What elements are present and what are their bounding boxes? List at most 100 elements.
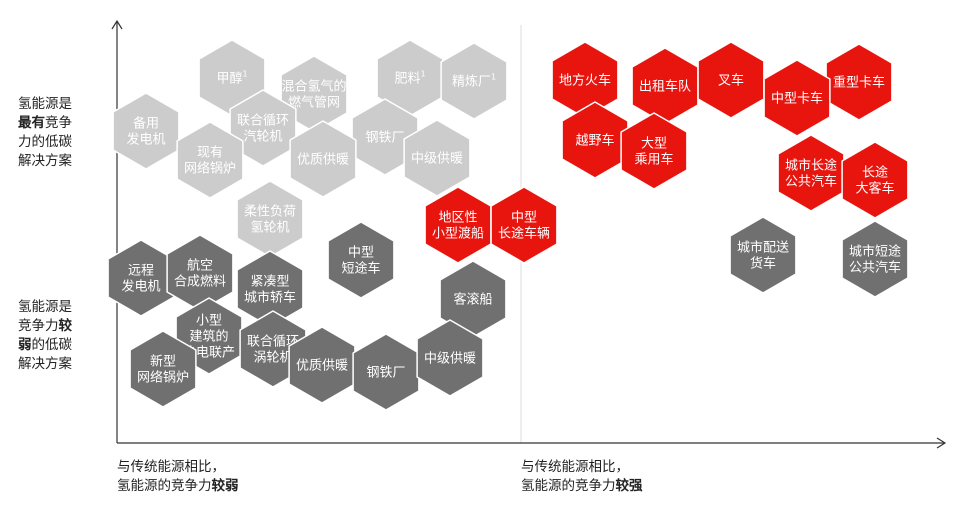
y-label-top-bold: 最有 <box>18 115 45 131</box>
hexagon-shape <box>112 92 180 170</box>
hexagon-label: 出租车队 <box>639 79 691 95</box>
y-label-bottom: 氢能源是 竞争力较 弱的低碳 解决方案 <box>18 298 72 374</box>
x-label-left-bold: 较弱 <box>211 478 239 494</box>
hexagon-shape <box>777 134 845 212</box>
y-label-top-line2: 最有竞争 <box>18 114 72 133</box>
hexagon-label: 燃气管网 <box>288 95 340 111</box>
hexagon-quality-heat-light: 优质供暖 <box>289 120 357 198</box>
hexagon-label: 备用 <box>133 116 159 132</box>
hexagon-label: 中级供暖 <box>424 352 476 367</box>
hexagon-label: 紧凑型 <box>250 275 289 290</box>
hexagon-quality-heat-dark: 优质供暖 <box>288 326 356 404</box>
hexagon-label: 货车 <box>750 256 776 272</box>
hexagon-label: 钢铁厂 <box>366 366 405 381</box>
hexagon-label: 中级供暖 <box>411 152 463 167</box>
hexagon-label: 精炼厂1 <box>452 73 496 90</box>
x-axis-arrow-icon <box>936 437 947 449</box>
x-label-right-line2-rest: 氢能源的竞争力 <box>521 478 616 494</box>
hexagon-label: 优质供暖 <box>297 153 349 168</box>
hexagon-label: 乘用车 <box>634 152 673 168</box>
hexagon-label: 地方火车 <box>559 73 611 89</box>
hexagon-shape <box>129 330 197 408</box>
hexagon-label: 长途车辆 <box>498 226 550 242</box>
hexagon-label: 客滚船 <box>453 292 492 308</box>
hexagon-label: 重型卡车 <box>833 75 885 91</box>
hexagon-methanol: 甲醇1 <box>198 39 266 117</box>
hexagon-mid-truck: 中型卡车 <box>763 59 831 137</box>
hexagon-label: 航空 <box>187 258 213 274</box>
x-label-left-line2: 氢能源的竞争力较弱 <box>117 477 239 496</box>
hexagon-label: 城市配送 <box>737 240 789 256</box>
hexagon-label: 地区性 <box>438 211 477 226</box>
hexagon-steel-light: 钢铁厂 <box>351 98 419 176</box>
hexagon-shape <box>327 221 395 299</box>
hexagon-shape <box>289 120 357 198</box>
x-label-right-bold: 较强 <box>615 478 643 494</box>
hexagon-label: 优质供暖 <box>296 359 348 374</box>
hexagon-shape <box>697 41 765 119</box>
y-label-bottom-bold-2: 弱 <box>18 337 32 353</box>
hexagon-suv: 越野车 <box>561 101 629 179</box>
hexagon-label: 小型 <box>196 314 222 329</box>
y-label-bottom-line2-rest: 竞争力 <box>18 318 59 334</box>
hexagon-label: 钢铁厂 <box>365 131 404 146</box>
hexagon-shape <box>729 216 797 294</box>
hexagon-shape <box>351 98 419 176</box>
footnote-marker: 1 <box>242 70 247 79</box>
y-label-bottom-line3-rest: 的低碳 <box>31 337 73 353</box>
hexagon-fertilizer: 肥料1 <box>376 39 444 117</box>
hexagon-shape <box>825 43 893 121</box>
hexagon-label: 涡轮机 <box>253 351 292 366</box>
hexagon-label: 公共汽车 <box>849 260 901 276</box>
hexagon-label: 汽轮机 <box>243 130 282 145</box>
hexagon-label: 联合循环 <box>247 335 299 350</box>
x-label-right: 与传统能源相比， 氢能源的竞争力较强 <box>521 458 643 496</box>
hexagon-shape <box>841 141 909 219</box>
y-label-top-line4: 解决方案 <box>18 153 72 169</box>
hexagon-label: 柔性负荷 <box>244 205 296 220</box>
hexagon-shape <box>620 112 688 190</box>
hexagon-label: 网络锅炉 <box>184 161 236 177</box>
hexagon-label: 发电机 <box>121 279 160 295</box>
x-label-left-line2-rest: 氢能源的竞争力 <box>117 478 212 494</box>
hexagon-mid-heat-dark: 中级供暖 <box>416 319 484 397</box>
hexagon-heavy-truck: 重型卡车 <box>825 43 893 121</box>
hexagon-forklift: 叉车 <box>697 41 765 119</box>
hexagon-label: 大型 <box>641 137 667 152</box>
x-label-left: 与传统能源相比， 氢能源的竞争力较弱 <box>117 458 239 496</box>
y-label-bottom-line4: 解决方案 <box>18 356 72 372</box>
y-axis-arrow-icon <box>111 19 123 30</box>
hexagon-steel-dark: 钢铁厂 <box>352 333 420 411</box>
hexagon-label: 混合氢气的 <box>281 79 346 95</box>
hexagon-label: 越野车 <box>575 133 614 149</box>
hexagon-shape <box>176 121 244 199</box>
y-label-bottom-line2: 竞争力较 <box>18 317 72 336</box>
hexagon-label: 中型 <box>511 211 537 226</box>
x-label-left-line1: 与传统能源相比， <box>117 459 225 475</box>
hexagon-shape <box>440 42 508 120</box>
hexagon-label: 中型卡车 <box>771 91 823 107</box>
y-label-top-line1: 氢能源是 <box>18 96 72 112</box>
hexagon-label: 新型 <box>150 354 176 370</box>
hexagon-label: 发电机 <box>126 132 165 148</box>
hexagon-taxi-fleet: 出租车队 <box>631 47 699 125</box>
hexagon-label: 中型 <box>348 246 374 261</box>
hexagon-label: 叉车 <box>718 73 744 89</box>
footnote-marker: 1 <box>491 73 496 82</box>
hexagon-label: 公共汽车 <box>785 174 837 190</box>
hexagon-regional-train: 地方火车 <box>551 41 619 119</box>
